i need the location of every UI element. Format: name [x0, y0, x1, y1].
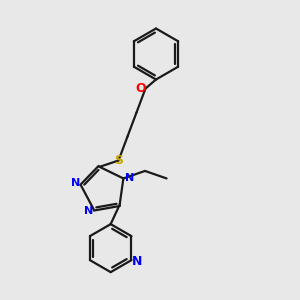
Text: N: N — [71, 178, 80, 188]
Text: N: N — [132, 255, 142, 268]
Text: N: N — [125, 173, 134, 183]
Text: O: O — [136, 82, 146, 95]
Text: N: N — [84, 206, 93, 216]
Text: S: S — [114, 154, 123, 167]
